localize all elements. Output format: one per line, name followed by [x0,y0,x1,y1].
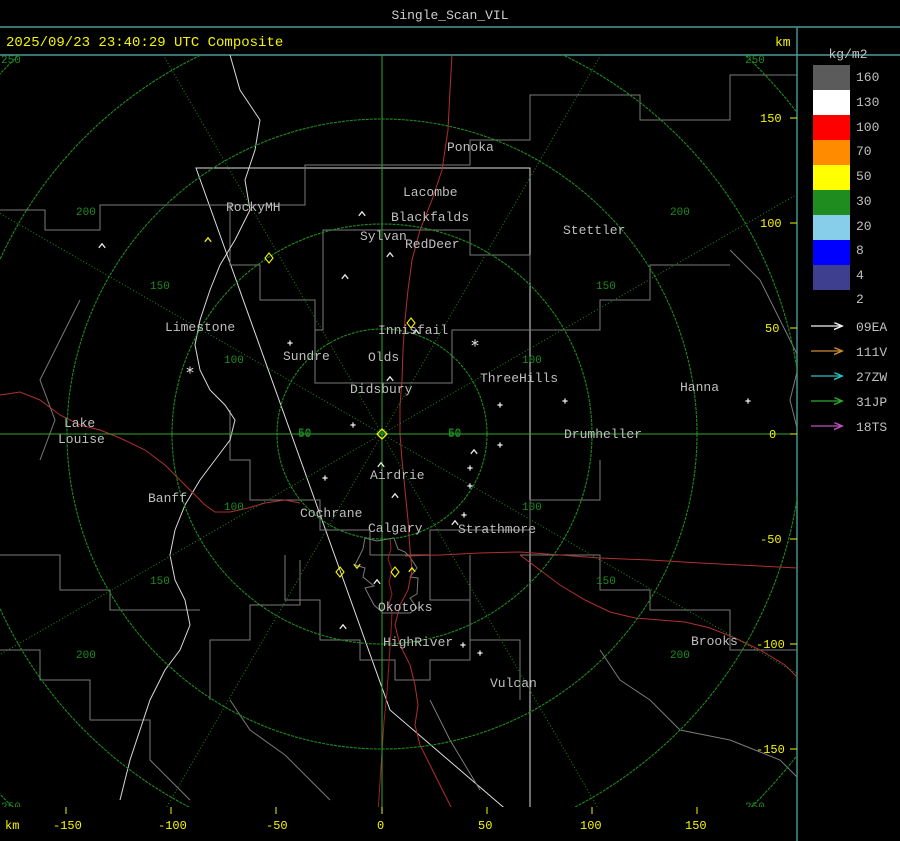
svg-text:Olds: Olds [368,350,399,365]
svg-text:Cochrane: Cochrane [300,506,362,521]
svg-text:Hanna: Hanna [680,380,719,395]
svg-text:18TS: 18TS [856,420,887,435]
svg-text:31JP: 31JP [856,395,887,410]
svg-text:50: 50 [448,428,461,440]
svg-text:Brooks: Brooks [691,634,738,649]
svg-text:100: 100 [760,217,782,231]
svg-text:130: 130 [856,95,879,110]
svg-text:30: 30 [856,194,872,209]
svg-text:-150: -150 [53,819,82,833]
svg-text:200: 200 [76,650,96,662]
svg-text:2025/09/23 23:40:29 UTC Compos: 2025/09/23 23:40:29 UTC Composite [6,35,283,51]
svg-text:150: 150 [760,112,782,126]
svg-text:ThreeHills: ThreeHills [480,371,558,386]
svg-text:-150: -150 [756,743,785,757]
svg-text:RedDeer: RedDeer [405,237,460,252]
svg-text:09EA: 09EA [856,320,887,335]
svg-text:200: 200 [670,650,690,662]
svg-text:HighRiver: HighRiver [383,635,453,650]
svg-text:kg/m2: kg/m2 [828,47,867,62]
svg-text:150: 150 [596,281,616,293]
svg-text:160: 160 [856,70,879,85]
svg-text:Calgary: Calgary [368,521,423,536]
svg-text:Lacombe: Lacombe [403,185,458,200]
svg-text:Louise: Louise [58,432,105,447]
svg-text:150: 150 [150,281,170,293]
svg-text:4: 4 [856,268,864,283]
svg-text:8: 8 [856,243,864,258]
svg-text:RockyMH: RockyMH [226,200,281,215]
svg-text:0: 0 [769,428,776,442]
svg-text:-100: -100 [158,819,187,833]
svg-text:100: 100 [522,355,542,367]
svg-text:km: km [775,35,791,50]
svg-text:Didsbury: Didsbury [350,382,413,397]
svg-text:Ponoka: Ponoka [447,140,494,155]
svg-text:27ZW: 27ZW [856,370,887,385]
svg-text:Sylvan: Sylvan [360,229,407,244]
svg-text:Vulcan: Vulcan [490,676,537,691]
svg-text:250: 250 [1,55,21,67]
svg-text:100: 100 [522,502,542,514]
svg-text:200: 200 [76,207,96,219]
svg-text:150: 150 [685,819,707,833]
svg-text:Limestone: Limestone [165,320,235,335]
svg-text:Banff: Banff [148,491,187,506]
svg-text:100: 100 [856,120,879,135]
svg-text:70: 70 [856,144,872,159]
svg-text:100: 100 [224,502,244,514]
svg-text:Drumheller: Drumheller [564,427,642,442]
svg-text:Airdrie: Airdrie [370,468,425,483]
svg-text:0: 0 [377,819,384,833]
svg-text:Innisfail: Innisfail [378,323,448,338]
svg-text:250: 250 [745,55,765,67]
svg-text:Single_Scan_VIL: Single_Scan_VIL [391,8,508,23]
svg-text:2: 2 [856,292,864,307]
svg-text:100: 100 [224,355,244,367]
svg-text:Sundre: Sundre [283,349,330,364]
svg-text:50: 50 [478,819,492,833]
svg-text:200: 200 [670,207,690,219]
svg-text:100: 100 [580,819,602,833]
svg-text:150: 150 [596,576,616,588]
svg-text:20: 20 [856,219,872,234]
svg-text:-50: -50 [266,819,288,833]
svg-text:-50: -50 [760,533,782,547]
svg-text:50: 50 [298,428,311,440]
svg-text:Blackfalds: Blackfalds [391,210,469,225]
svg-text:50: 50 [856,169,872,184]
svg-text:Okotoks: Okotoks [378,600,433,615]
svg-text:Lake: Lake [64,416,95,431]
svg-text:150: 150 [150,576,170,588]
svg-text:Strathmore: Strathmore [458,522,536,537]
svg-text:Stettler: Stettler [563,223,625,238]
svg-text:50: 50 [765,322,779,336]
svg-text:111V: 111V [856,345,887,360]
svg-text:km: km [5,819,19,833]
svg-text:-100: -100 [756,638,785,652]
